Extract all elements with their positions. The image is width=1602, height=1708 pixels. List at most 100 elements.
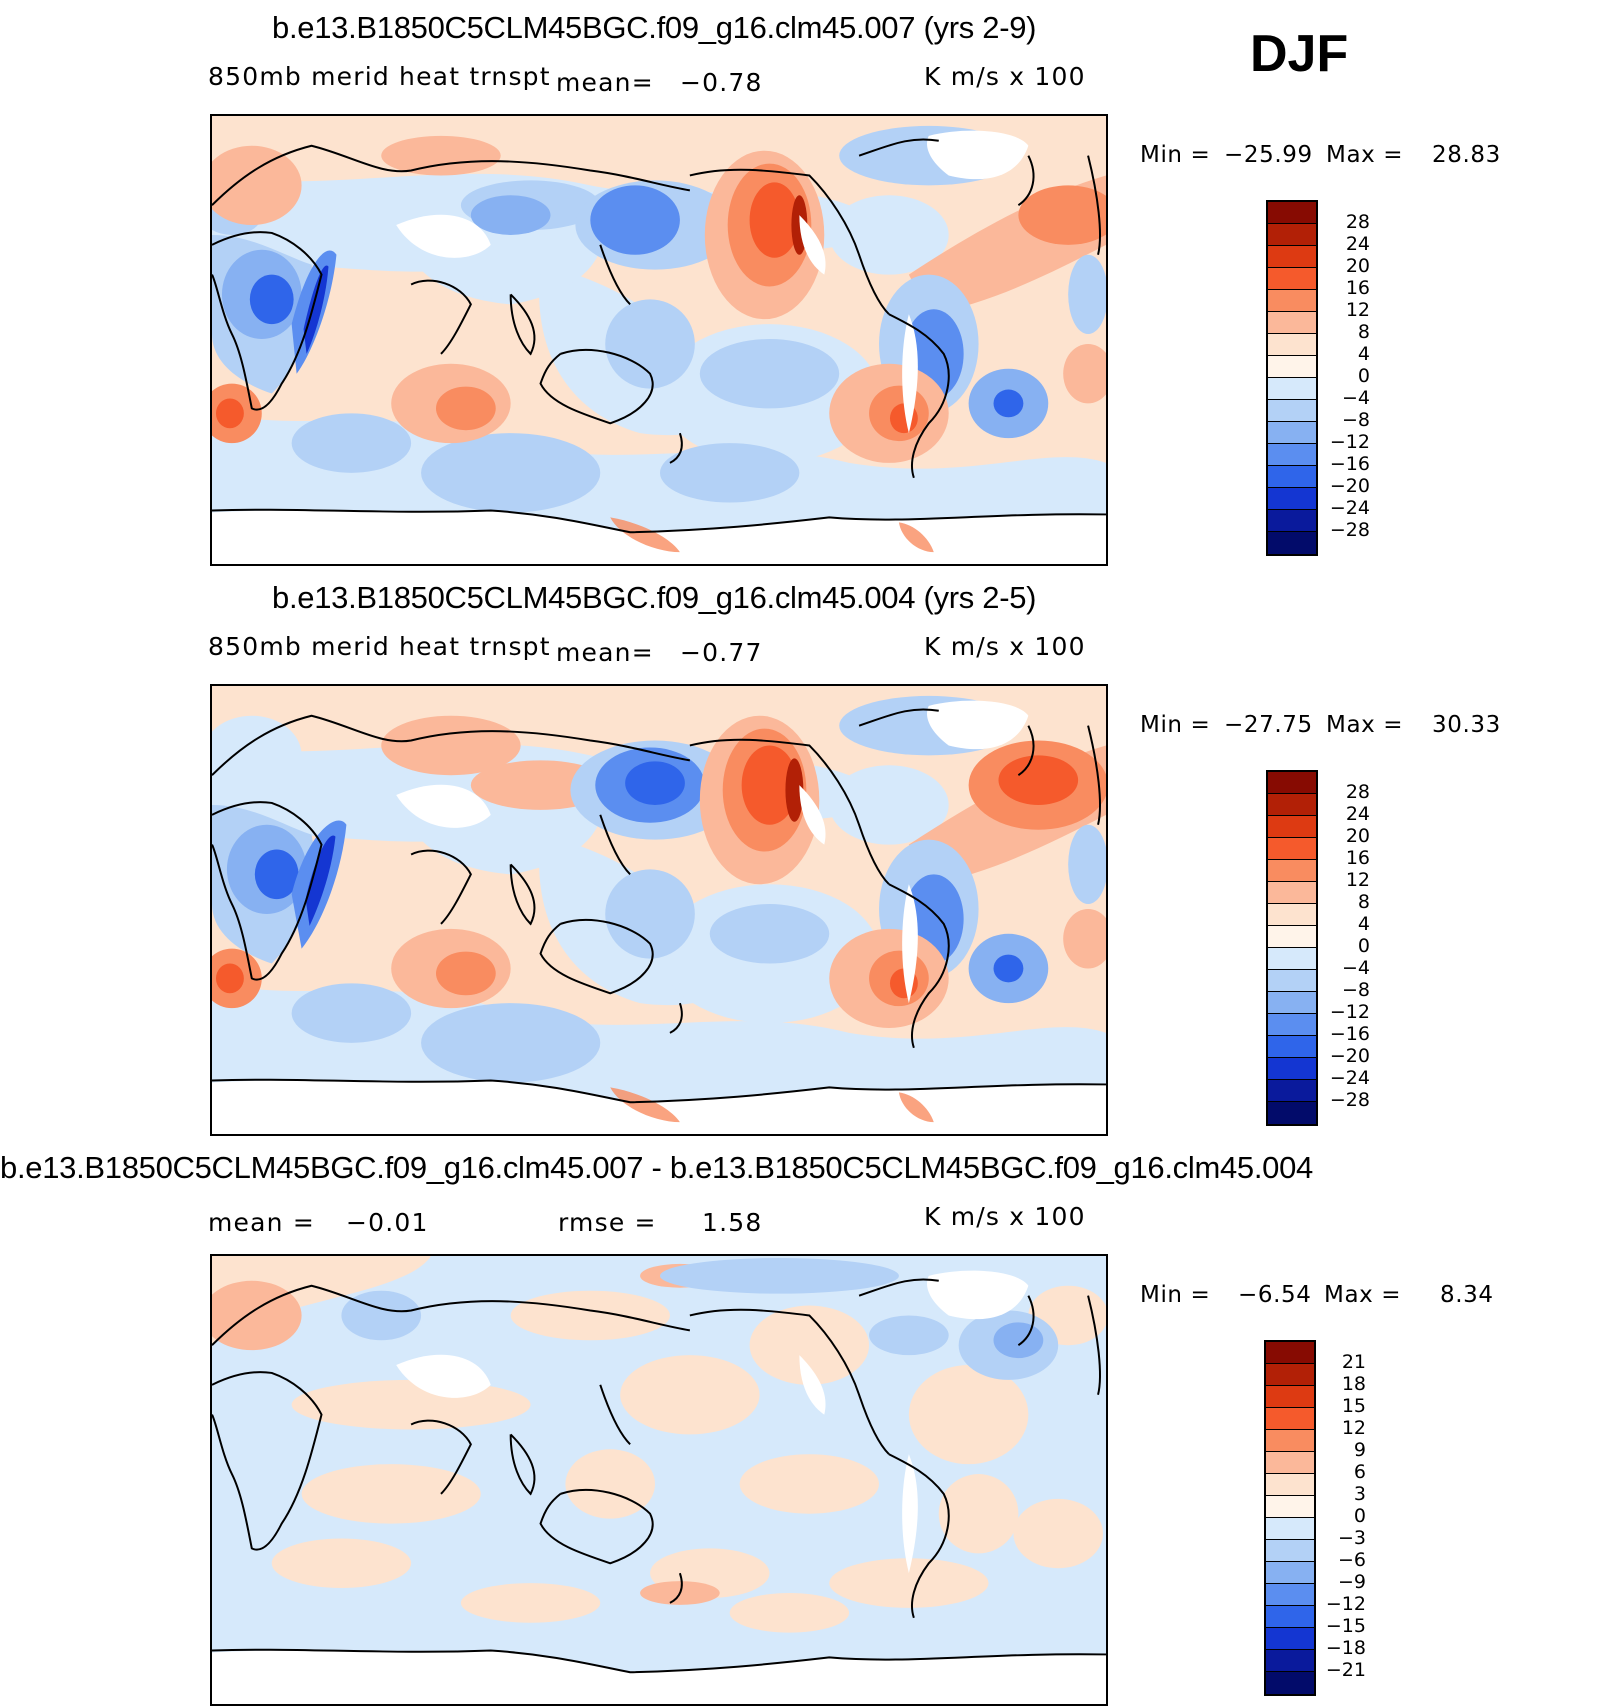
panel-3-rmse-value: 1.58 xyxy=(702,1208,763,1237)
colorbar-segment xyxy=(1268,926,1316,948)
panel-1-map xyxy=(210,114,1108,566)
colorbar-label: 12 xyxy=(1345,299,1370,321)
colorbar-label: −24 xyxy=(1329,497,1370,519)
panel-1-colorbar-labels: 28 24 20 16 12 8 4 0 −4 −8 −12 −16 −20 −24 −28 xyxy=(1320,211,1370,541)
panel-1-map-field xyxy=(212,116,1106,564)
colorbar-segment xyxy=(1268,1080,1316,1102)
colorbar-label: 3 xyxy=(1353,1483,1366,1505)
colorbar-segment xyxy=(1268,400,1316,422)
colorbar-label: −8 xyxy=(1341,979,1370,1001)
colorbar-segment xyxy=(1268,860,1316,882)
colorbar-label: 15 xyxy=(1341,1395,1366,1417)
panel-1-max-value: 28.83 xyxy=(1432,142,1501,168)
panel-3-rmse-label: rmse = xyxy=(558,1208,657,1237)
panel-3-units: K m/s x 100 xyxy=(924,1202,1086,1231)
colorbar-label: 28 xyxy=(1345,211,1370,233)
colorbar-label: 8 xyxy=(1357,321,1370,343)
colorbar-label: −15 xyxy=(1325,1615,1366,1637)
panel-3-mean-value: −0.01 xyxy=(346,1208,429,1237)
colorbar-label: −12 xyxy=(1329,431,1370,453)
colorbar-segment xyxy=(1268,970,1316,992)
panel-3-map xyxy=(210,1254,1108,1706)
panel-1-variable: 850mb merid heat trnspt xyxy=(208,62,551,91)
panel-3-min-value: −6.54 xyxy=(1238,1282,1312,1308)
colorbar-label: −6 xyxy=(1337,1549,1366,1571)
colorbar-label: 12 xyxy=(1341,1417,1366,1439)
panel-1-min-label: Min = xyxy=(1140,142,1211,168)
colorbar-segment xyxy=(1268,772,1316,794)
panel-2-min-value: −27.75 xyxy=(1224,712,1313,738)
colorbar-label: −18 xyxy=(1325,1637,1366,1659)
colorbar-label: −3 xyxy=(1337,1527,1366,1549)
panel-2-max-value: 30.33 xyxy=(1432,712,1501,738)
panel-3-min-label: Min = xyxy=(1140,1282,1211,1308)
season-label: DJF xyxy=(1250,25,1349,83)
panel-3-colorbar xyxy=(1264,1340,1316,1696)
colorbar-label: −28 xyxy=(1329,1089,1370,1111)
colorbar-label: 20 xyxy=(1345,255,1370,277)
colorbar-segment xyxy=(1268,1102,1316,1124)
panel-3-title: b.e13.B1850C5CLM45BGC.f09_g16.clm45.007 … xyxy=(0,1150,1313,1185)
colorbar-label: −28 xyxy=(1329,519,1370,541)
colorbar-segment xyxy=(1268,422,1316,444)
panel-1-max-label: Max = xyxy=(1326,142,1404,168)
colorbar-segment xyxy=(1268,794,1316,816)
colorbar-segment xyxy=(1268,1014,1316,1036)
colorbar-segment xyxy=(1268,948,1316,970)
colorbar-label: 16 xyxy=(1345,847,1370,869)
colorbar-segment xyxy=(1268,224,1316,246)
colorbar-segment xyxy=(1266,1606,1314,1628)
colorbar-segment xyxy=(1266,1342,1314,1364)
colorbar-segment xyxy=(1268,444,1316,466)
panel-3-map-field xyxy=(212,1256,1106,1704)
panel-3-max-value: 8.34 xyxy=(1440,1282,1494,1308)
colorbar-label: 20 xyxy=(1345,825,1370,847)
colorbar-segment xyxy=(1268,378,1316,400)
colorbar-segment xyxy=(1268,1058,1316,1080)
panel-2-map xyxy=(210,684,1108,1136)
panel-2-colorbar xyxy=(1266,770,1318,1126)
colorbar-segment xyxy=(1268,992,1316,1014)
panel-1-min-value: −25.99 xyxy=(1224,142,1313,168)
colorbar-label: 9 xyxy=(1353,1439,1366,1461)
panel-2-map-field xyxy=(212,686,1106,1134)
colorbar-label: 0 xyxy=(1353,1505,1366,1527)
colorbar-segment xyxy=(1268,904,1316,926)
panel-1-colorbar xyxy=(1266,200,1318,556)
colorbar-segment xyxy=(1268,202,1316,224)
colorbar-label: −24 xyxy=(1329,1067,1370,1089)
colorbar-segment xyxy=(1268,1036,1316,1058)
colorbar-segment xyxy=(1266,1496,1314,1518)
colorbar-segment xyxy=(1266,1584,1314,1606)
colorbar-label: 4 xyxy=(1357,343,1370,365)
panel-2-variable: 850mb merid heat trnspt xyxy=(208,632,551,661)
panel-2-mean-label: mean= xyxy=(556,638,654,667)
colorbar-label: −16 xyxy=(1329,453,1370,475)
panel-2-title: b.e13.B1850C5CLM45BGC.f09_g16.clm45.004 … xyxy=(272,580,1037,615)
colorbar-segment xyxy=(1268,312,1316,334)
colorbar-segment xyxy=(1266,1518,1314,1540)
colorbar-segment xyxy=(1266,1628,1314,1650)
colorbar-label: 16 xyxy=(1345,277,1370,299)
colorbar-label: 6 xyxy=(1353,1461,1366,1483)
colorbar-label: −8 xyxy=(1341,409,1370,431)
colorbar-label: −4 xyxy=(1341,957,1370,979)
colorbar-segment xyxy=(1268,246,1316,268)
colorbar-label: 18 xyxy=(1341,1373,1366,1395)
colorbar-label: −16 xyxy=(1329,1023,1370,1045)
colorbar-label: −20 xyxy=(1329,475,1370,497)
panel-3-max-label: Max = xyxy=(1324,1282,1402,1308)
colorbar-segment xyxy=(1266,1452,1314,1474)
colorbar-label: 28 xyxy=(1345,781,1370,803)
colorbar-label: 0 xyxy=(1357,935,1370,957)
panel-2-mean-value: −0.77 xyxy=(680,638,763,667)
colorbar-label: −12 xyxy=(1329,1001,1370,1023)
colorbar-segment xyxy=(1266,1430,1314,1452)
colorbar-segment xyxy=(1266,1650,1314,1672)
colorbar-segment xyxy=(1268,816,1316,838)
colorbar-segment xyxy=(1268,268,1316,290)
colorbar-segment xyxy=(1268,356,1316,378)
panel-3-mean-label: mean = xyxy=(208,1208,315,1237)
colorbar-label: 24 xyxy=(1345,803,1370,825)
colorbar-segment xyxy=(1266,1408,1314,1430)
